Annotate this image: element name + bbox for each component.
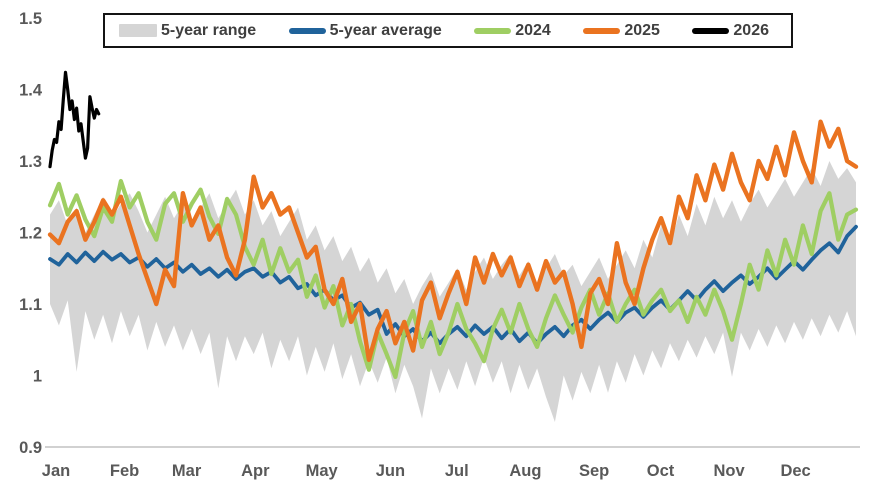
y-tick-label: 1.5 bbox=[19, 10, 42, 28]
legend-item-average: 5-year average bbox=[288, 21, 442, 40]
legend: 5-year range 5-year average 2024 2025 20… bbox=[103, 13, 793, 48]
x-tick-label: Oct bbox=[647, 462, 675, 480]
x-tick-label: Apr bbox=[241, 462, 270, 480]
legend-label: 2025 bbox=[624, 21, 660, 39]
legend-label: 2026 bbox=[733, 21, 769, 39]
x-axis-labels: Jan Feb Mar Apr May Jun Jul Aug Sep Oct Nov Dec bbox=[42, 462, 811, 480]
x-tick-label: Dec bbox=[780, 462, 810, 480]
line-5yr-average bbox=[48, 224, 858, 346]
legend-item-2024: 2024 bbox=[474, 22, 551, 40]
legend-swatch-range bbox=[119, 24, 157, 37]
x-tick-label: Jan bbox=[42, 462, 70, 480]
x-tick-label: Feb bbox=[110, 462, 139, 480]
x-tick-label: Nov bbox=[714, 462, 746, 480]
legend-label: 5-year range bbox=[161, 21, 257, 39]
legend-swatch-2024 bbox=[474, 27, 512, 34]
y-axis-labels: 1.5 1.4 1.3 1.2 1.1 1 0.9 bbox=[19, 10, 43, 457]
y-tick-label: 1.3 bbox=[19, 153, 42, 171]
y-tick-label: 1 bbox=[33, 368, 42, 386]
x-tick-label: Jul bbox=[445, 462, 469, 480]
y-tick-label: 1.2 bbox=[19, 225, 42, 243]
y-tick-label: 1.1 bbox=[19, 296, 42, 314]
x-tick-label: Sep bbox=[579, 462, 609, 480]
legend-label: 5-year average bbox=[329, 21, 442, 39]
x-tick-label: Jun bbox=[376, 462, 405, 480]
x-tick-label: Aug bbox=[509, 462, 541, 480]
legend-swatch-2026 bbox=[692, 27, 730, 34]
y-tick-label: 1.4 bbox=[19, 82, 43, 100]
line-2025 bbox=[47, 119, 859, 362]
legend-swatch-average bbox=[288, 27, 326, 34]
line-2024 bbox=[47, 178, 859, 379]
legend-item-range: 5-year range bbox=[119, 22, 256, 40]
legend-swatch-2025 bbox=[583, 27, 621, 34]
x-tick-label: May bbox=[306, 462, 339, 480]
legend-item-2025: 2025 bbox=[583, 22, 660, 40]
legend-label: 2024 bbox=[515, 21, 551, 39]
five-year-range-band bbox=[50, 161, 856, 422]
line-2026 bbox=[48, 70, 101, 169]
legend-item-2026: 2026 bbox=[692, 22, 769, 40]
y-tick-label: 0.9 bbox=[19, 439, 42, 457]
x-tick-label: Mar bbox=[172, 462, 202, 480]
